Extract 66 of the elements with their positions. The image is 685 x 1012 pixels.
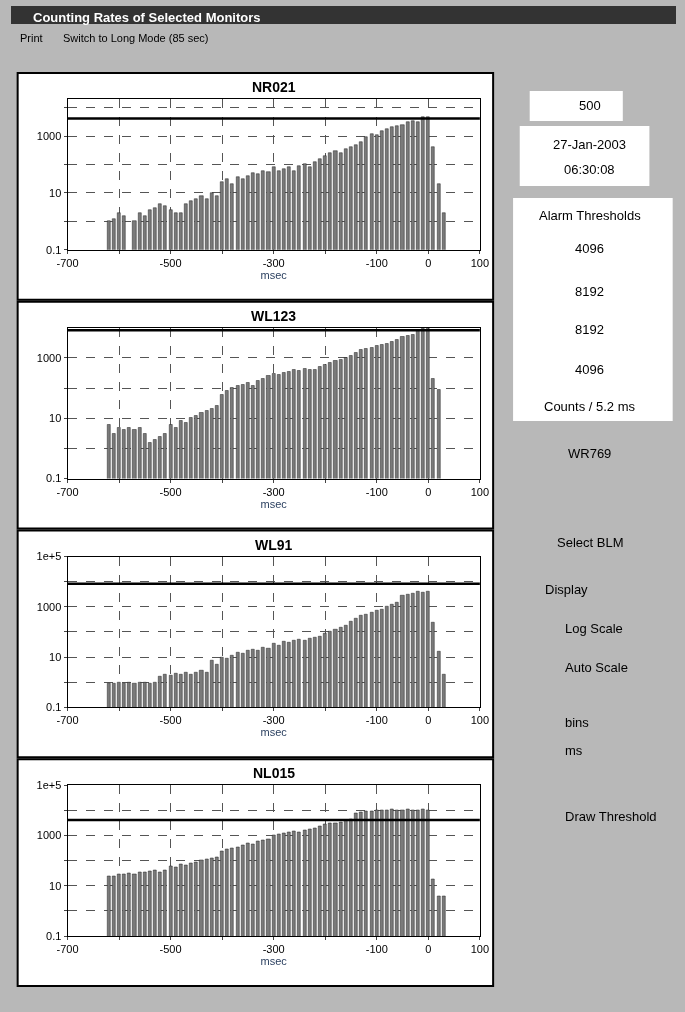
x-tick-label: -300 — [262, 714, 285, 727]
y-tick-label: 1000 — [36, 129, 62, 142]
text: Counts / 5.2 ms — [544, 399, 636, 414]
x-tick-label: -100 — [365, 485, 388, 498]
y-tick-label: 1000 — [36, 351, 62, 364]
y-tick-label: 0.1 — [46, 243, 62, 256]
x-tick-label: 100 — [470, 256, 489, 269]
y-tick-label: 10 — [49, 650, 62, 663]
x-tick-label: 0 — [425, 256, 432, 269]
y-tick-label: 10 — [49, 412, 62, 425]
text: WR769 — [568, 446, 612, 461]
text: 06:30:08 — [564, 162, 615, 177]
text: 4096 — [575, 362, 604, 377]
text: 500 — [579, 98, 601, 113]
x-tick-label: -700 — [56, 943, 79, 956]
x-tick-label: -300 — [262, 943, 285, 956]
x-tick-label: -500 — [159, 714, 182, 727]
x-tick-label: 0 — [425, 714, 432, 727]
chart-title: WL123 — [251, 308, 297, 324]
text: 4096 — [575, 241, 604, 256]
x-tick-label: 100 — [470, 485, 489, 498]
x-axis-title: msec — [260, 955, 288, 968]
text: Alarm Thresholds — [539, 208, 642, 223]
x-tick-label: -100 — [365, 714, 388, 727]
chart-title: NR021 — [252, 79, 296, 95]
text: 27-Jan-2003 — [553, 137, 626, 152]
text: 8192 — [575, 322, 604, 337]
text: Select BLM — [557, 535, 624, 550]
y-tick-label: 0.1 — [46, 472, 62, 485]
chart-title: WL91 — [255, 537, 293, 553]
x-tick-label: -100 — [365, 943, 388, 956]
text: bins — [565, 715, 590, 730]
x-tick-label: -500 — [159, 256, 182, 269]
x-axis-title: msec — [260, 497, 288, 510]
x-axis-title: msec — [260, 726, 288, 739]
y-tick-label: 1000 — [36, 600, 62, 613]
text: 8192 — [575, 284, 604, 299]
x-tick-label: -700 — [56, 714, 79, 727]
y-tick-label: 1e+5 — [36, 550, 62, 563]
text: Log Scale — [565, 621, 623, 636]
x-tick-label: 100 — [470, 943, 489, 956]
x-tick-label: 0 — [425, 943, 432, 956]
x-tick-label: -300 — [262, 256, 285, 269]
x-tick-label: -500 — [159, 485, 182, 498]
x-tick-label: -300 — [262, 485, 285, 498]
text: ms — [565, 743, 583, 758]
x-tick-label: -700 — [56, 485, 79, 498]
text: Print — [20, 32, 43, 44]
chart-title: NL015 — [253, 765, 296, 781]
x-tick-label: -500 — [159, 943, 182, 956]
y-tick-label: 10 — [49, 879, 62, 892]
x-tick-label: -100 — [365, 256, 388, 269]
y-tick-label: 0.1 — [46, 929, 62, 942]
x-axis-title: msec — [260, 268, 288, 281]
y-tick-label: 10 — [49, 186, 62, 199]
text: Switch to Long Mode (85 sec) — [63, 32, 209, 44]
y-tick-label: 1000 — [36, 829, 62, 842]
x-tick-label: -700 — [56, 256, 79, 269]
text: Counting Rates of Selected Monitors — [33, 10, 261, 25]
text: Draw Threshold — [565, 809, 657, 824]
y-tick-label: 0.1 — [46, 701, 62, 714]
x-tick-label: 100 — [470, 714, 489, 727]
y-tick-label: 1e+5 — [36, 779, 62, 792]
text: Display — [545, 582, 589, 597]
text: Auto Scale — [565, 660, 628, 675]
x-tick-label: 0 — [425, 485, 432, 498]
